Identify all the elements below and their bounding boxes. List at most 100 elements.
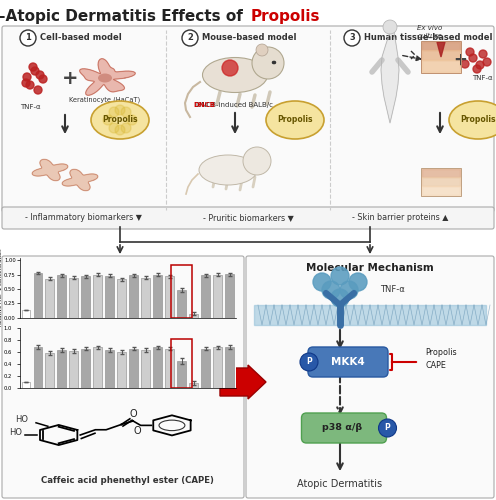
Circle shape — [483, 58, 491, 66]
Circle shape — [103, 115, 113, 125]
Circle shape — [127, 115, 137, 125]
FancyBboxPatch shape — [2, 256, 244, 498]
Text: Keratinocyte (HaCaT): Keratinocyte (HaCaT) — [69, 97, 141, 103]
Bar — [178, 361, 186, 388]
Text: Molecular Mechanism: Molecular Mechanism — [306, 263, 434, 273]
Text: Ex vivo
culture: Ex vivo culture — [417, 25, 442, 39]
Bar — [189, 314, 198, 318]
Y-axis label: Relative MCP-1 concentration: Relative MCP-1 concentration — [0, 248, 2, 326]
Circle shape — [479, 50, 487, 58]
Text: - Inflammatory biomarkers ▼: - Inflammatory biomarkers ▼ — [25, 214, 141, 222]
Circle shape — [300, 353, 318, 371]
Bar — [81, 276, 90, 318]
Polygon shape — [422, 169, 460, 177]
Circle shape — [469, 54, 477, 62]
Text: Cell-based model: Cell-based model — [40, 34, 122, 42]
Bar — [93, 348, 102, 388]
Bar — [201, 348, 210, 388]
Bar — [153, 348, 162, 388]
Circle shape — [121, 123, 131, 133]
Y-axis label: Relative IL-8 concentration: Relative IL-8 concentration — [0, 322, 2, 393]
Text: Active Compound in Propolis: Active Compound in Propolis — [38, 263, 208, 273]
FancyBboxPatch shape — [302, 413, 386, 443]
Polygon shape — [32, 160, 68, 180]
Text: O: O — [129, 410, 137, 420]
Circle shape — [36, 71, 44, 79]
Ellipse shape — [202, 58, 267, 92]
Bar — [153, 274, 162, 318]
Text: Anti-Atopic Dermatitis Effects of: Anti-Atopic Dermatitis Effects of — [0, 8, 248, 24]
Polygon shape — [437, 42, 445, 57]
Text: MKK4: MKK4 — [331, 357, 365, 367]
Bar — [21, 310, 30, 318]
Bar — [201, 275, 210, 318]
Bar — [141, 278, 150, 318]
Ellipse shape — [91, 101, 149, 139]
Text: - Pruritic biomarkers ▼: - Pruritic biomarkers ▼ — [203, 214, 293, 222]
Text: Propolis: Propolis — [251, 8, 320, 24]
Circle shape — [331, 289, 349, 307]
Bar — [58, 275, 66, 318]
Circle shape — [331, 267, 349, 285]
Circle shape — [340, 281, 358, 299]
Text: Caffeic acid phenethyl ester (CAPE): Caffeic acid phenethyl ester (CAPE) — [41, 476, 214, 485]
FancyBboxPatch shape — [2, 207, 494, 229]
Circle shape — [115, 105, 125, 115]
Text: P: P — [384, 424, 390, 432]
Circle shape — [34, 86, 42, 94]
Bar — [21, 382, 30, 388]
Text: - Skin barrier proteins ▲: - Skin barrier proteins ▲ — [352, 214, 448, 222]
Circle shape — [383, 20, 397, 34]
Ellipse shape — [449, 101, 496, 139]
Bar — [165, 276, 174, 318]
Bar — [178, 290, 186, 318]
Circle shape — [109, 107, 119, 117]
FancyBboxPatch shape — [2, 26, 494, 212]
Polygon shape — [254, 305, 486, 325]
Text: TNF-α: TNF-α — [472, 75, 493, 81]
Circle shape — [222, 60, 238, 76]
Text: HO: HO — [15, 415, 28, 424]
Circle shape — [182, 30, 198, 46]
Bar — [213, 348, 222, 388]
Bar — [225, 274, 234, 318]
Text: Propolis
CAPE: Propolis CAPE — [425, 348, 457, 370]
Circle shape — [109, 123, 119, 133]
Text: Atopic Dermatitis: Atopic Dermatitis — [298, 479, 382, 489]
FancyArrow shape — [220, 365, 266, 399]
Bar — [46, 278, 54, 318]
Text: O: O — [133, 426, 141, 436]
Ellipse shape — [98, 74, 112, 82]
Bar — [34, 346, 42, 388]
Circle shape — [39, 75, 47, 83]
Text: 1: 1 — [25, 34, 31, 42]
Circle shape — [20, 30, 36, 46]
Text: 3: 3 — [349, 34, 355, 42]
Bar — [69, 278, 78, 318]
Circle shape — [322, 281, 340, 299]
Circle shape — [349, 273, 367, 291]
Ellipse shape — [266, 101, 324, 139]
Circle shape — [344, 30, 360, 46]
Polygon shape — [80, 58, 135, 96]
Bar — [129, 275, 138, 318]
Text: HO: HO — [9, 428, 22, 437]
Bar — [81, 348, 90, 388]
Circle shape — [243, 147, 271, 175]
Circle shape — [121, 107, 131, 117]
Circle shape — [473, 65, 481, 73]
Text: Propolis: Propolis — [277, 116, 313, 124]
Text: TNF-α: TNF-α — [20, 104, 40, 110]
Circle shape — [252, 47, 284, 79]
Text: +: + — [62, 68, 78, 87]
Text: +: + — [453, 51, 467, 69]
Bar — [225, 346, 234, 388]
Polygon shape — [422, 50, 460, 60]
Polygon shape — [62, 170, 98, 190]
Circle shape — [461, 60, 469, 68]
Polygon shape — [422, 177, 460, 186]
Text: TNF-α: TNF-α — [380, 286, 405, 294]
Ellipse shape — [199, 155, 257, 185]
Bar — [34, 273, 42, 318]
Circle shape — [313, 273, 331, 291]
